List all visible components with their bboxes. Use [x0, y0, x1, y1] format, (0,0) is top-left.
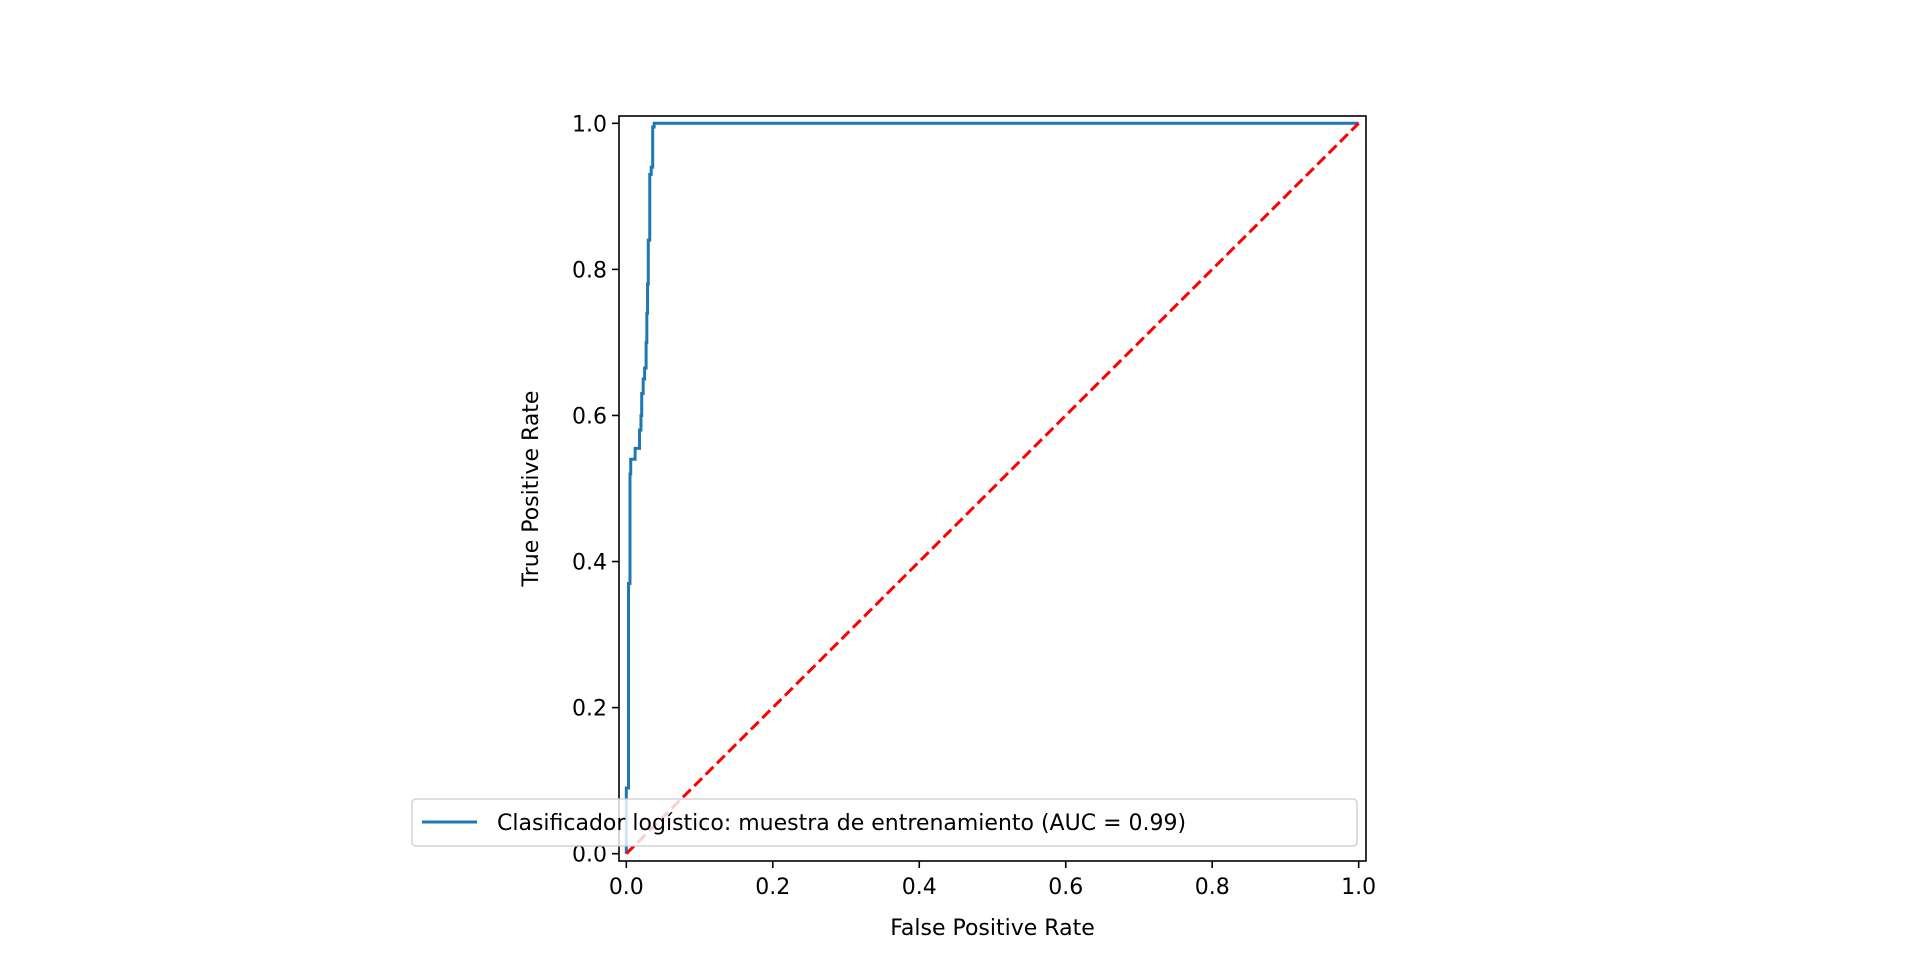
x-tick-label: 0.0	[609, 875, 644, 900]
chance-diagonal-line	[625, 122, 1360, 855]
x-tick-label: 0.6	[1048, 875, 1083, 900]
y-tick-label: 0.8	[572, 258, 607, 283]
legend-label: Clasificador logístico: muestra de entre…	[497, 811, 1186, 836]
y-tick-label: 1.0	[572, 112, 607, 137]
x-tick-label: 0.8	[1195, 875, 1230, 900]
y-tick-label: 0.0	[572, 843, 607, 868]
x-tick-label: 0.2	[755, 875, 790, 900]
legend: Clasificador logístico: muestra de entre…	[411, 798, 1358, 847]
axis-ticks: 0.0 0.2 0.4 0.6 0.8 1.0 0.0 0.2 0.4 0.6 0.8 1.0	[572, 112, 1376, 900]
x-tick-label: 0.4	[902, 875, 937, 900]
y-tick-label: 0.2	[572, 697, 607, 722]
y-tick-label: 0.6	[572, 404, 607, 429]
legend-box	[411, 798, 1358, 847]
y-axis-label: True Positive Rate	[519, 391, 544, 588]
y-tick-label: 0.4	[572, 551, 607, 576]
x-axis-label: False Positive Rate	[890, 916, 1094, 941]
axes-frame	[618, 115, 1367, 862]
x-tick-label: 1.0	[1341, 875, 1376, 900]
plot-area	[624, 121, 1360, 855]
roc-curve-line	[624, 121, 1359, 854]
